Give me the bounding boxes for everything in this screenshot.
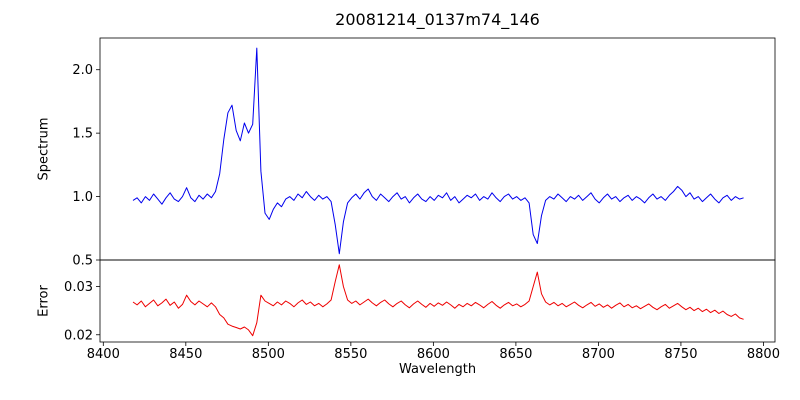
spectrum-y-tick-label: 1.5 [72, 127, 93, 142]
error-y-axis-label: Error [36, 285, 52, 317]
x-axis-label: Wavelength [398, 362, 477, 377]
x-tick-label: 8800 [747, 347, 780, 362]
x-tick-label: 8650 [499, 347, 532, 362]
error-y-tick-label: 0.03 [64, 280, 93, 295]
x-tick-label: 8500 [252, 347, 285, 362]
spectrum-y-axis-label: Spectrum [36, 117, 52, 181]
spectrum-line [132, 47, 744, 255]
error-line [132, 264, 744, 337]
spectrum-y-tick-label: 1.0 [72, 190, 93, 205]
x-tick-label: 8750 [664, 347, 697, 362]
x-tick-label: 8600 [417, 347, 450, 362]
x-tick-label: 8400 [87, 347, 120, 362]
error-panel-frame [99, 259, 776, 343]
x-tick-label: 8450 [169, 347, 202, 362]
error-y-tick-label: 0.02 [64, 328, 93, 343]
chart-title: 20081214_0137m74_146 [335, 10, 540, 29]
spectrum-panel-frame [99, 37, 776, 261]
spectrum-y-tick-label: 0.5 [72, 254, 93, 269]
x-tick-label: 8550 [334, 347, 367, 362]
spectrum-y-tick-label: 2.0 [72, 63, 93, 78]
x-tick-label: 8700 [582, 347, 615, 362]
